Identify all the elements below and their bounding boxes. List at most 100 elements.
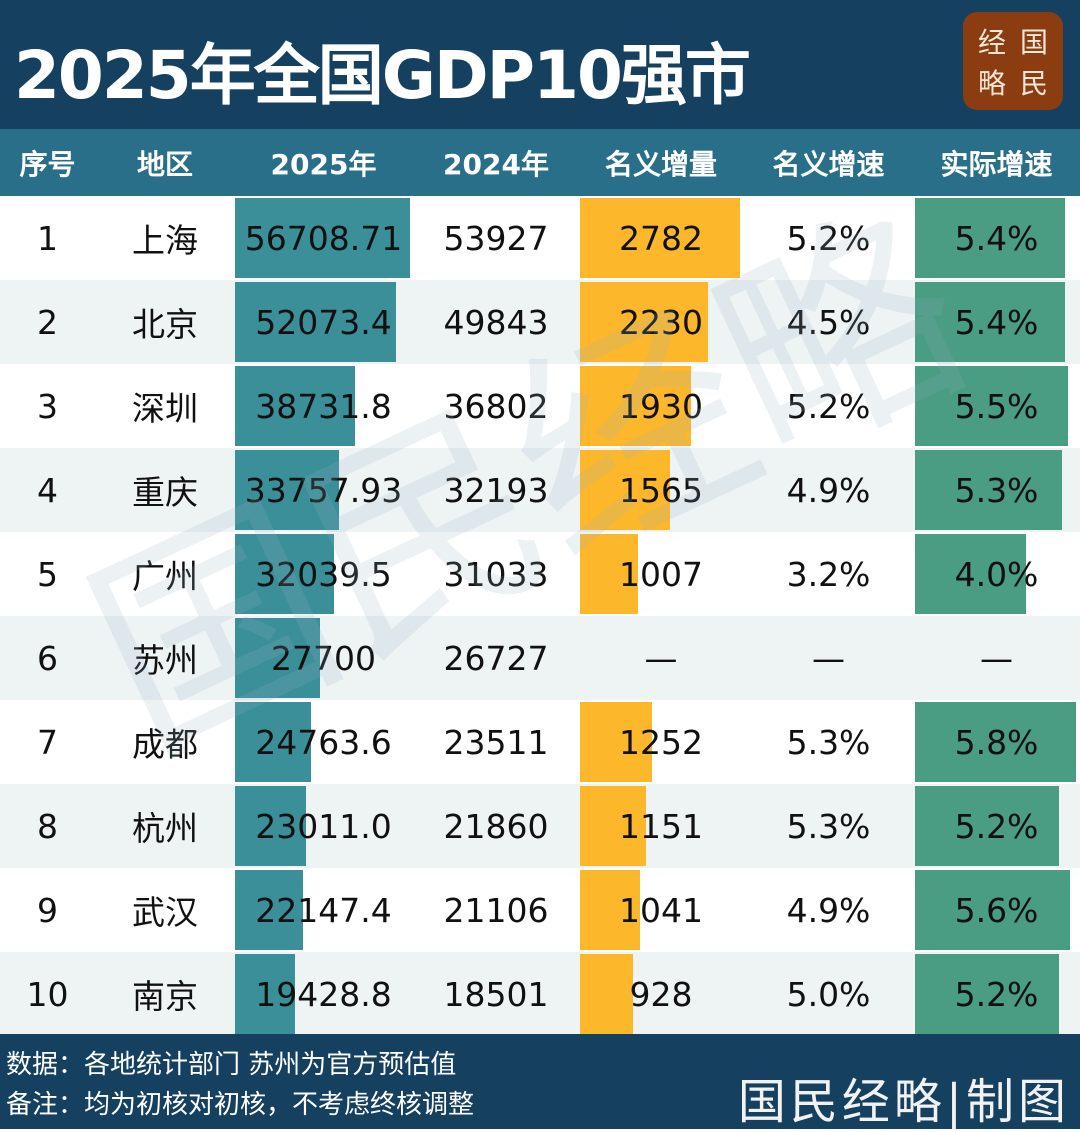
- cell-value: 38731.8: [255, 386, 392, 426]
- cell-value: 1930: [619, 386, 703, 426]
- cell-real: 5.8%: [915, 700, 1078, 784]
- cell-value: 5.4%: [954, 218, 1039, 258]
- bar-gdp2025: [235, 282, 396, 362]
- cell-value: 5.2%: [954, 806, 1039, 846]
- cell-nominal: 5.2%: [742, 364, 915, 448]
- cell-city: 重庆: [95, 448, 235, 532]
- cell-value: 31033: [443, 554, 549, 594]
- cell-value: 广州: [132, 557, 198, 596]
- bar-gdp2025: [235, 786, 306, 866]
- cell-city: 南京: [95, 952, 235, 1036]
- cell-rank: 1: [0, 196, 95, 280]
- table-row: 9 武汉 22147.4 21106 1041 4.9% 5.6%: [0, 868, 1080, 952]
- cell-value: 36802: [443, 386, 549, 426]
- cell-gdp2024: 36802: [412, 364, 580, 448]
- cell-gdp2024: 23511: [412, 700, 580, 784]
- cell-real: 5.4%: [915, 280, 1078, 364]
- cell-value: 北京: [132, 305, 198, 344]
- cell-value: 23511: [443, 722, 549, 762]
- cell-value: 5: [37, 554, 58, 594]
- cell-value: —: [644, 638, 678, 678]
- bar-increment: [580, 366, 691, 446]
- cell-gdp2025: 19428.8: [235, 952, 412, 1036]
- cell-real: 5.6%: [915, 868, 1078, 952]
- bar-increment: [580, 786, 647, 866]
- cell-value: 1151: [619, 806, 703, 846]
- cell-value: 4.9%: [786, 890, 871, 930]
- cell-value: 32039.5: [255, 554, 392, 594]
- cell-city: 广州: [95, 532, 235, 616]
- cell-value: 5.2%: [954, 974, 1039, 1014]
- cell-real: 5.3%: [915, 448, 1078, 532]
- cell-value: 2782: [619, 218, 703, 258]
- logo: 经 国 略 民: [963, 12, 1063, 110]
- column-header: 名义增速: [772, 147, 885, 181]
- table-row: 1 上海 56708.71 53927 2782 5.2% 5.4%: [0, 196, 1080, 280]
- cell-value: 8: [37, 806, 58, 846]
- cell-city: 杭州: [95, 784, 235, 868]
- cell-value: 成都: [132, 725, 198, 764]
- cell-value: 3.2%: [786, 554, 871, 594]
- cell-value: 重庆: [132, 473, 198, 512]
- cell-value: 49843: [443, 302, 549, 342]
- cell-value: 19428.8: [255, 974, 392, 1014]
- logo-char: 民: [1019, 66, 1048, 100]
- cell-value: 1565: [619, 470, 703, 510]
- cell-city: 成都: [95, 700, 235, 784]
- cell-rank: 8: [0, 784, 95, 868]
- column-header: 地区: [136, 147, 193, 181]
- cell-value: 23011.0: [255, 806, 392, 846]
- cell-value: 1: [37, 218, 58, 258]
- cell-value: 9: [37, 890, 58, 930]
- cell-value: 53927: [443, 218, 549, 258]
- cell-value: 4: [37, 470, 58, 510]
- cell-gdp2024: 53927: [412, 196, 580, 280]
- bar-real: [915, 450, 1063, 530]
- table-row: 4 重庆 33757.93 32193 1565 4.9% 5.3%: [0, 448, 1080, 532]
- bar-real: [915, 366, 1068, 446]
- bar-increment: [580, 702, 652, 782]
- table-row: 2 北京 52073.4 49843 2230 4.5% 5.4%: [0, 280, 1080, 364]
- cell-value: 26727: [443, 638, 549, 678]
- table-row: 6 苏州 27700 26727 — — —: [0, 616, 1080, 700]
- bar-increment: [580, 954, 634, 1034]
- cell-gdp2025: 24763.6: [235, 700, 412, 784]
- cell-value: 5.3%: [954, 470, 1039, 510]
- cell-rank: 6: [0, 616, 95, 700]
- cell-value: 2230: [619, 302, 703, 342]
- title-bar: 2025年全国GDP10强市 经 国 略 民: [0, 0, 1080, 129]
- brand-signature: 国民经略|制图: [737, 1074, 1070, 1130]
- bar-real: [915, 282, 1065, 362]
- cell-increment: 1252: [580, 700, 742, 784]
- cell-nominal: 5.0%: [742, 952, 915, 1036]
- logo-char: 略: [977, 66, 1006, 100]
- bar-gdp2025: [235, 954, 295, 1034]
- table-header: 序号 地区 2025年 2024年 名义增量 名义增速 实际增速: [0, 129, 1080, 196]
- cell-real: 4.0%: [915, 532, 1078, 616]
- table-row: 10 南京 19428.8 18501 928 5.0% 5.2%: [0, 952, 1080, 1036]
- bar-gdp2025: [235, 618, 321, 698]
- cell-city: 上海: [95, 196, 235, 280]
- cell-gdp2025: 56708.71: [235, 196, 412, 280]
- cell-value: 27700: [271, 638, 376, 678]
- cell-rank: 2: [0, 280, 95, 364]
- cell-increment: 2230: [580, 280, 742, 364]
- page-title: 2025年全国GDP10强市: [14, 37, 751, 114]
- cell-value: 上海: [132, 221, 198, 260]
- cell-rank: 10: [0, 952, 95, 1036]
- cell-value: 南京: [132, 977, 198, 1016]
- bar-gdp2025: [235, 870, 304, 950]
- cell-increment: 1151: [580, 784, 742, 868]
- column-header: 2025年: [270, 147, 377, 181]
- cell-real: 5.2%: [915, 784, 1078, 868]
- cell-value: 6: [37, 638, 58, 678]
- cell-value: 5.3%: [786, 722, 871, 762]
- cell-value: 3: [37, 386, 58, 426]
- bar-real: [915, 954, 1060, 1034]
- cell-nominal: 5.3%: [742, 700, 915, 784]
- cell-value: —: [980, 638, 1013, 678]
- cell-nominal: 4.9%: [742, 868, 915, 952]
- cell-rank: 9: [0, 868, 95, 952]
- cell-rank: 5: [0, 532, 95, 616]
- bar-increment: [580, 198, 740, 278]
